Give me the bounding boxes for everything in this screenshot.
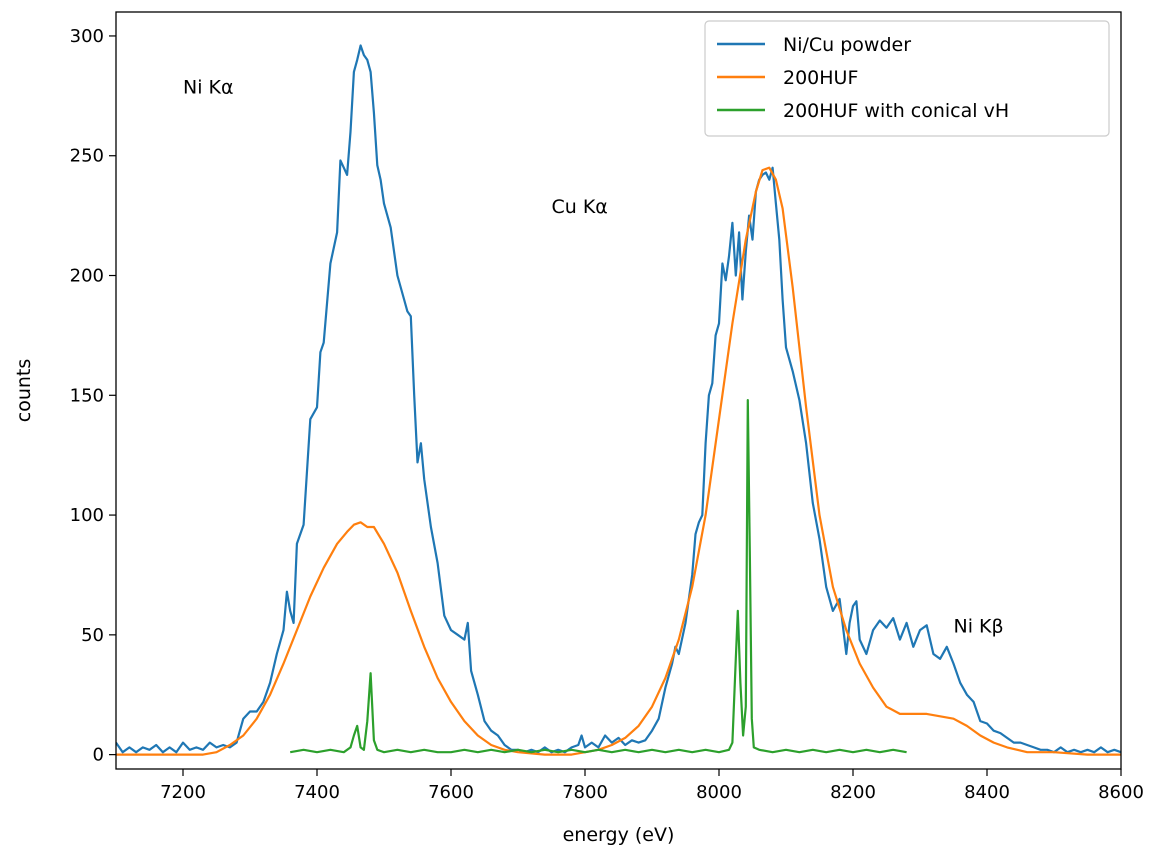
x-tick-label: 7800: [562, 782, 608, 803]
annotation-2: Ni Kβ: [954, 615, 1004, 637]
x-tick-label: 8400: [964, 782, 1010, 803]
y-axis-label: counts: [13, 359, 35, 423]
annotation-1: Cu Kα: [552, 196, 608, 218]
series-line-2: [290, 399, 907, 754]
series-line-0: [116, 44, 1121, 754]
series-line-1: [116, 166, 1121, 756]
y-tick-label: 0: [93, 745, 104, 766]
x-tick-label: 8600: [1098, 782, 1144, 803]
x-tick-label: 7600: [428, 782, 474, 803]
legend-label-0: Ni/Cu powder: [783, 34, 911, 56]
x-tick-label: 7200: [160, 782, 206, 803]
plot-frame: [115, 11, 1122, 770]
legend-box: [704, 20, 1110, 137]
x-tick-label: 8200: [830, 782, 876, 803]
x-tick-label: 8000: [696, 782, 742, 803]
legend: Ni/Cu powder 200HUF 200HUF with conical vH: [704, 20, 1110, 137]
y-tick-label: 50: [81, 625, 104, 646]
legend-label-2: 200HUF with conical vH: [783, 100, 1009, 122]
y-tick-label: 200: [70, 266, 104, 287]
x-axis-label: energy (eV): [563, 824, 675, 846]
y-tick-label: 100: [70, 505, 104, 526]
series-layer: [116, 44, 1121, 756]
y-tick-label: 300: [70, 26, 104, 47]
y-tick-label: 250: [70, 146, 104, 167]
y-tick-label: 150: [70, 385, 104, 406]
annotations: Ni Kα Cu Kα Ni Kβ: [183, 76, 1004, 637]
legend-label-1: 200HUF: [783, 67, 858, 89]
annotation-0: Ni Kα: [183, 76, 234, 98]
x-tick-label: 7400: [294, 782, 340, 803]
ticks-layer: 7200 7400 7600 7800 8000 8200 8400 8600 0 50 100 15…: [70, 26, 1144, 803]
